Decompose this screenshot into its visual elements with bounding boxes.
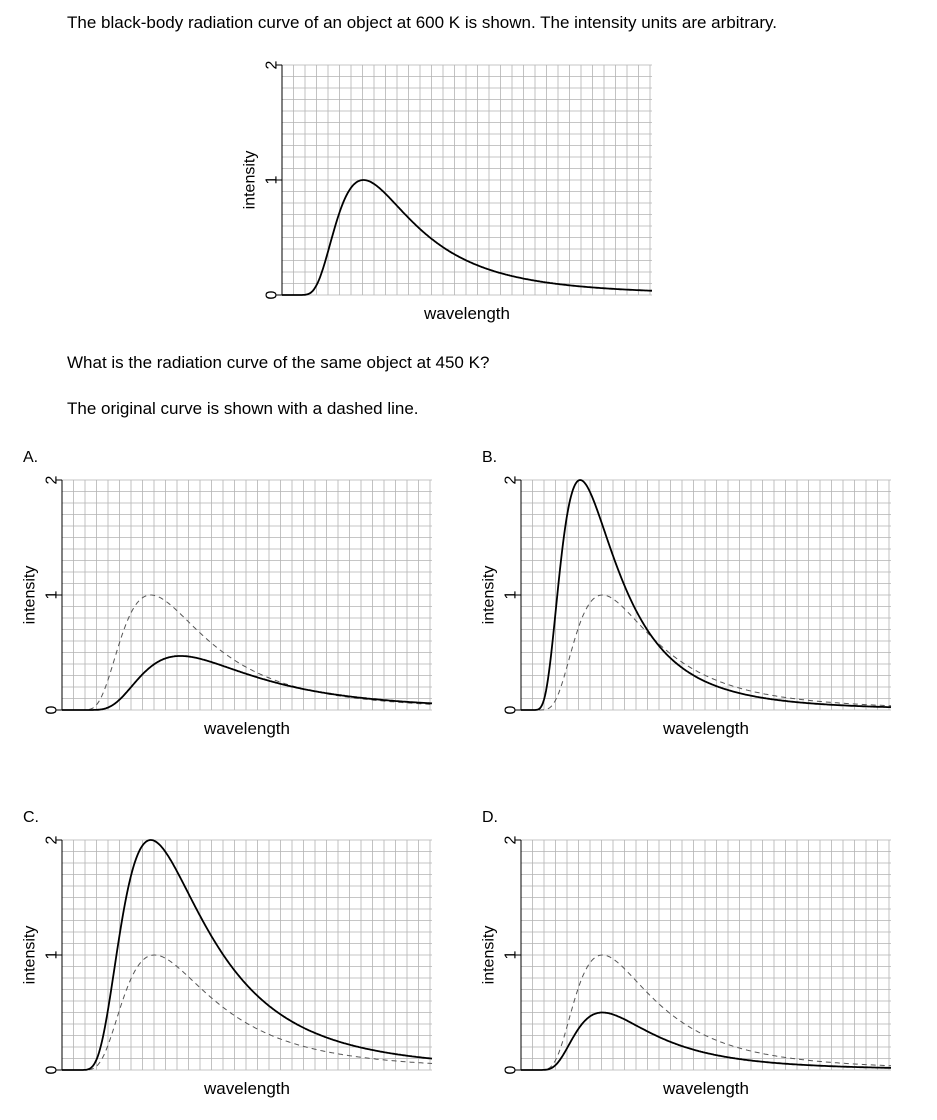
- option-c-label: C.: [23, 809, 39, 826]
- chart-option-a: 0 1 2 intensity wavelength: [22, 475, 433, 738]
- option-d-label: D.: [482, 809, 498, 826]
- option-b-label: B.: [482, 449, 498, 466]
- y-tick-label: 2: [264, 60, 281, 69]
- curve-original-dashed: [521, 954, 891, 1071]
- chart-option-c: 0 1 2 intensity wavelength: [22, 835, 433, 1098]
- grid: [61, 479, 432, 711]
- y-tick-label: 1: [44, 950, 61, 959]
- y-tick-label: 0: [264, 290, 281, 299]
- y-tick-label: 0: [503, 705, 520, 714]
- y-tick-label: 1: [503, 950, 520, 959]
- y-tick-label: 0: [44, 1065, 61, 1074]
- y-axis-label: intensity: [22, 566, 39, 625]
- x-axis-label: wavelength: [662, 719, 749, 738]
- curve-solid: [521, 1011, 891, 1071]
- y-tick-label: 0: [503, 1065, 520, 1074]
- y-tick-label: 1: [503, 590, 520, 599]
- option-a-label: A.: [23, 449, 39, 466]
- y-axis-label: intensity: [481, 926, 498, 985]
- grid: [520, 479, 891, 711]
- y-tick-label: 2: [503, 835, 520, 844]
- y-tick-label: 2: [503, 475, 520, 484]
- y-axis-label: intensity: [242, 151, 259, 210]
- curve-solid: [62, 655, 433, 711]
- chart-option-d: 0 1 2 intensity wavelength: [481, 835, 891, 1098]
- y-tick-label: 1: [264, 175, 281, 184]
- grid: [520, 839, 891, 1071]
- curve-solid: [62, 839, 433, 1071]
- curve-original-dashed: [521, 594, 891, 711]
- curve-solid: [521, 479, 892, 711]
- question-prompt: What is the radiation curve of the same …: [67, 353, 490, 372]
- y-tick-label: 2: [44, 835, 61, 844]
- y-tick-label: 2: [44, 475, 61, 484]
- curve-solid: [282, 179, 652, 296]
- question-note: The original curve is shown with a dashe…: [67, 399, 419, 418]
- question-intro: The black-body radiation curve of an obj…: [67, 13, 777, 32]
- grid: [61, 839, 432, 1071]
- y-axis-label: intensity: [481, 566, 498, 625]
- chart-option-b: 0 1 2 intensity wavelength: [481, 475, 892, 738]
- x-axis-label: wavelength: [203, 719, 290, 738]
- curve-original-dashed: [62, 954, 433, 1071]
- y-tick-label: 1: [44, 590, 61, 599]
- y-axis-label: intensity: [22, 926, 39, 985]
- x-axis-label: wavelength: [662, 1079, 749, 1098]
- y-tick-label: 0: [44, 705, 61, 714]
- x-axis-label: wavelength: [203, 1079, 290, 1098]
- chart-main: 0 1 2 intensity wavelength: [242, 60, 652, 323]
- x-axis-label: wavelength: [423, 304, 510, 323]
